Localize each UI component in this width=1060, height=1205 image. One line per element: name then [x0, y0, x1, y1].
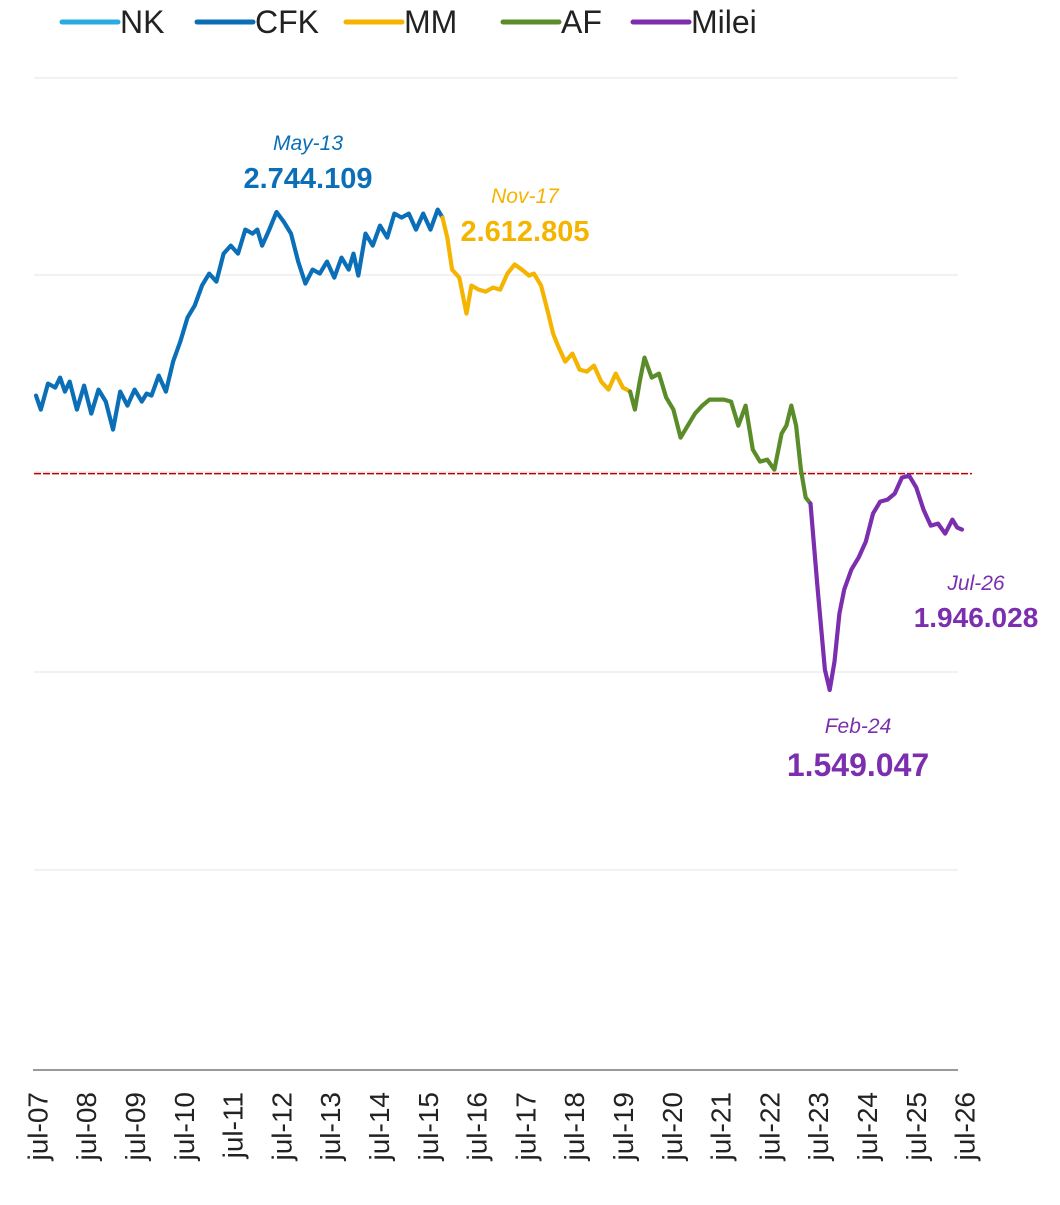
x-tick-label: jul-26: [950, 1092, 981, 1161]
x-tick-label: jul-12: [266, 1092, 297, 1161]
x-tick-label: jul-10: [169, 1092, 200, 1161]
annotation-date: May-13: [273, 132, 343, 155]
legend-label-milei: Milei: [691, 4, 757, 40]
x-tick-label: jul-24: [852, 1092, 883, 1161]
annotation-value: 2.744.109: [243, 163, 372, 195]
x-tick-label: jul-11: [218, 1092, 249, 1159]
annotation-value: 2.612.805: [460, 216, 589, 248]
annotation-date: Feb-24: [825, 715, 892, 738]
series-line-cfk: [33, 207, 445, 432]
x-tick-label: jul-08: [71, 1092, 102, 1161]
x-tick-label: jul-14: [364, 1092, 395, 1161]
series-line-af: [627, 355, 813, 506]
x-tick-label: jul-16: [462, 1092, 493, 1161]
legend-label-cfk: CFK: [255, 4, 319, 40]
x-tick-label: jul-18: [559, 1092, 590, 1161]
legend-label-mm: MM: [404, 4, 457, 40]
x-tick-label: jul-13: [315, 1092, 346, 1161]
x-tick-label: jul-15: [413, 1092, 444, 1161]
annotation-date: Jul-26: [946, 572, 1005, 595]
x-tick-label: jul-20: [657, 1092, 688, 1161]
x-tick-label: jul-09: [120, 1092, 151, 1161]
x-tick-label: jul-21: [706, 1092, 737, 1161]
series-line-milei: [808, 473, 965, 693]
x-tick-label: jul-17: [510, 1092, 541, 1161]
grid-layer: [33, 77, 958, 1071]
x-tick-label: jul-25: [901, 1092, 932, 1161]
x-tick-label: jul-22: [754, 1092, 785, 1161]
annotation-value: 1.549.047: [787, 747, 929, 783]
annotation-value: 1.946.028: [914, 602, 1039, 633]
legend-label-af: AF: [561, 4, 602, 40]
x-tick-label: jul-23: [803, 1092, 834, 1161]
legend-label-nk: NK: [120, 4, 164, 40]
legend: NK CFK MM AF Milei: [59, 4, 757, 40]
x-tick-label: jul-19: [608, 1092, 639, 1161]
x-tick-label: jul-07: [22, 1092, 53, 1161]
series-layer: [33, 207, 965, 693]
annotations-layer: May-13 2.744.109 Nov-17 2.612.805 Feb-24 1.54…: [243, 132, 1038, 783]
series-line-mm: [440, 215, 633, 394]
x-axis: jul-07 jul-08 jul-09 jul-10 jul-11 jul-12 jul-…: [22, 1092, 980, 1161]
annotation-date: Nov-17: [491, 185, 560, 208]
